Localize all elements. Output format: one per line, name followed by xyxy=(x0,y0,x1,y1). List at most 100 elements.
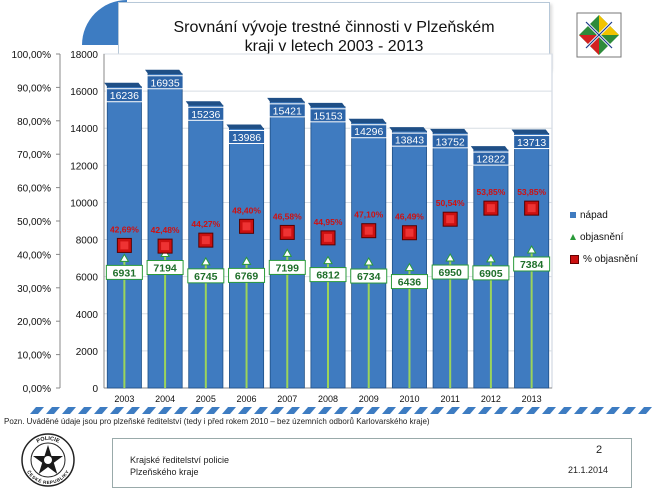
solved-marker xyxy=(445,253,456,262)
slide-title: Srovnání vývoje trestné činnosti v Plzeň… xyxy=(173,19,495,55)
solved-marker xyxy=(486,253,496,263)
stripe-segment xyxy=(462,407,476,414)
solved-value-box xyxy=(268,259,306,275)
percent-marker-inner xyxy=(324,233,332,242)
y-left-tick-label: 0,00% xyxy=(23,384,51,395)
percent-marker-inner xyxy=(486,204,495,213)
percent-value-label: 47,10% xyxy=(354,210,383,220)
y-right-tick-label: 0 xyxy=(92,384,98,395)
percent-value-label: 42,69% xyxy=(110,224,139,234)
solved-marker xyxy=(404,262,415,272)
crime-chart: 0 2000 4000 6000 8000 10000 12000 14000 16000 180… xyxy=(12,50,553,404)
stripe-segment xyxy=(558,407,572,414)
x-tick-label: 2006 xyxy=(237,394,257,404)
bar-top xyxy=(226,124,264,129)
bar-value-label: 13843 xyxy=(395,135,424,147)
x-tick-label: 2011 xyxy=(441,394,460,404)
solved-value-label: 7194 xyxy=(153,263,177,275)
x-tick-label: 2005 xyxy=(196,394,216,404)
solved-value-box xyxy=(309,267,347,283)
y-right-tick-label: 2000 xyxy=(76,347,99,358)
bar-value-label: 14296 xyxy=(354,126,383,138)
legend-swatch-square xyxy=(570,254,579,264)
y-left-tick-label: 60,00% xyxy=(17,184,51,195)
percent-value-label: 42,48% xyxy=(151,225,180,235)
solved-marker xyxy=(363,257,374,266)
solved-value-label: 6905 xyxy=(479,268,503,280)
stripe-segment xyxy=(414,407,428,414)
bar-value-box xyxy=(146,75,184,90)
bar-value-label: 15153 xyxy=(313,110,342,122)
y-right-tick-label: 8000 xyxy=(76,236,99,247)
stripe-segment xyxy=(494,407,508,414)
percent-marker-inner xyxy=(242,222,251,231)
y-left-tick-label: 90,00% xyxy=(17,83,51,94)
y-right-tick-label: 10000 xyxy=(70,198,98,209)
stripe-segment xyxy=(286,407,300,414)
percent-marker-inner xyxy=(364,226,373,235)
chart-legend: nápad objasnění % objasnění xyxy=(570,204,638,270)
decorative-arc xyxy=(82,0,172,90)
bar-value-box xyxy=(309,108,347,123)
solved-value-box xyxy=(187,268,225,284)
bar-value-label: 12822 xyxy=(476,154,505,166)
stripe-segment xyxy=(526,407,540,414)
y-right-tick-label: 12000 xyxy=(70,161,98,172)
stripe-segment xyxy=(510,407,524,414)
legend-swatch-triangle xyxy=(570,234,576,240)
legend-item-objasneni: objasnění xyxy=(570,226,638,248)
y-right-tick-label: 4000 xyxy=(76,310,99,321)
bar-top xyxy=(430,128,468,133)
footnote: Pozn. Uváděné údaje jsou pro plzeňské ře… xyxy=(4,417,430,426)
bar-value-box xyxy=(105,88,143,103)
y-left-tick-label: 100,00% xyxy=(12,50,52,61)
stripe-segment xyxy=(302,407,316,414)
bar-top xyxy=(348,118,386,123)
bar-value-box xyxy=(472,151,510,166)
solved-value-box xyxy=(472,265,510,281)
x-tick-label: 2007 xyxy=(277,394,297,404)
solved-value-label: 6812 xyxy=(316,270,340,282)
bar-top xyxy=(389,127,427,132)
stripe-segment xyxy=(638,407,652,414)
stripe-segment xyxy=(30,407,44,414)
bar-value-box xyxy=(513,135,551,150)
solved-value-box xyxy=(105,264,143,280)
solved-value-label: 6734 xyxy=(357,271,381,283)
stripe-segment xyxy=(622,407,636,414)
x-tick-label: 2013 xyxy=(522,394,542,404)
police-star-icon: POLICIE ČESKÉ REPUBLIKY xyxy=(21,433,75,487)
x-tick-label: 2012 xyxy=(481,394,501,404)
bar-value-label: 13752 xyxy=(436,136,465,148)
solved-marker xyxy=(323,255,333,265)
bar-value-label: 15421 xyxy=(273,105,302,117)
legend-swatch-bar xyxy=(570,212,576,218)
percent-value-label: 53,85% xyxy=(517,187,546,197)
stripe-segment xyxy=(254,407,268,414)
solved-value-label: 6931 xyxy=(113,267,137,279)
emblem-icon xyxy=(576,12,622,58)
percent-value-label: 50,54% xyxy=(436,198,465,208)
solved-marker xyxy=(282,248,293,257)
bar-value-label: 13986 xyxy=(232,132,261,144)
percent-marker-inner xyxy=(283,228,292,237)
bar-value-box xyxy=(431,134,469,149)
y-right-tick-label: 16000 xyxy=(70,87,98,98)
solved-marker xyxy=(200,256,211,266)
percent-value-label: 46,49% xyxy=(395,212,424,222)
logo-text-top: POLICIE xyxy=(36,436,61,445)
percent-value-label: 44,95% xyxy=(314,217,343,227)
percent-marker-inner xyxy=(161,242,170,251)
x-tick-label: 2004 xyxy=(155,394,175,404)
svg-text:POLICIE: POLICIE xyxy=(36,436,61,445)
footer-box xyxy=(112,438,632,488)
decorative-stripe xyxy=(30,407,652,414)
y-right-tick-label: 14000 xyxy=(70,124,98,135)
footer-org-line2: Plzeňského kraje xyxy=(130,467,199,477)
police-logo: POLICIE ČESKÉ REPUBLIKY xyxy=(20,432,76,488)
stripe-segment xyxy=(318,407,332,414)
bar-top xyxy=(267,97,305,102)
bar-top xyxy=(307,102,346,107)
legend-label-objasneni: objasnění xyxy=(580,231,624,243)
solved-marker xyxy=(119,253,130,262)
